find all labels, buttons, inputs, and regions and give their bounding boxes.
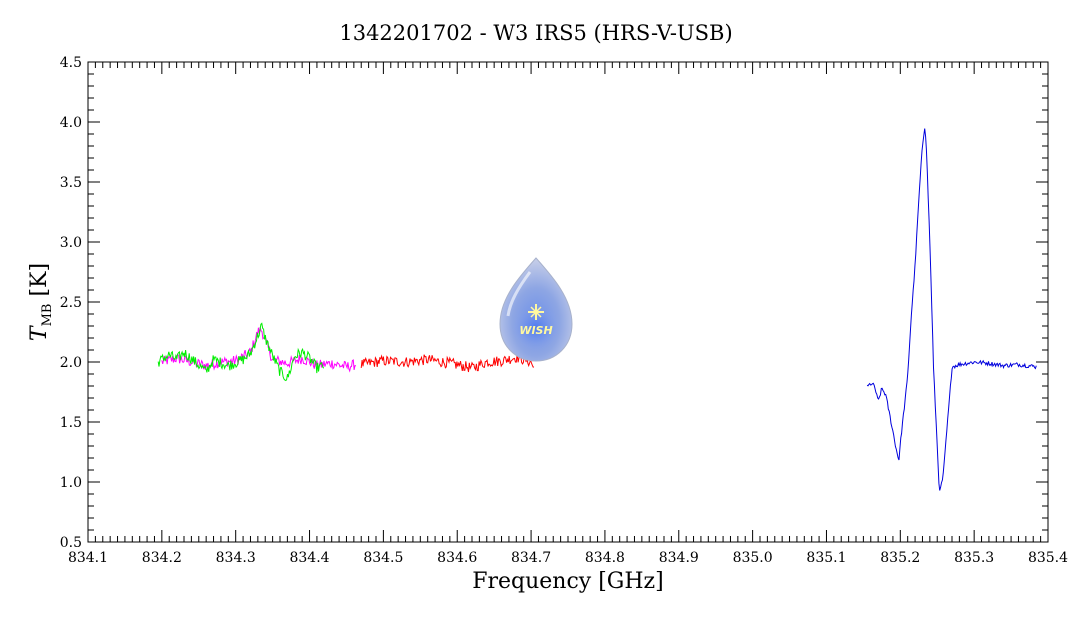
y-axis-label-sub: MB [40,304,55,327]
series-layer [157,128,1037,491]
y-tick-label: 2.0 [60,355,82,371]
series-line-3 [866,128,1037,491]
x-tick-label: 835.0 [733,550,773,566]
x-axis-label: Frequency [GHz] [472,569,664,594]
axis-ticks: 834.1 834.2 834.3 834.4 834.5 834.6 834.7 834.8… [60,55,1068,566]
series-line-1 [360,352,535,373]
x-tick-label: 834.6 [437,550,477,566]
x-tick-label: 834.1 [68,550,108,566]
star-icon [528,304,544,320]
x-tick-label: 834.2 [142,550,182,566]
x-tick-label: 834.9 [659,550,699,566]
plot-frame [87,61,1049,543]
wish-droplet-logo: WISH [499,257,573,362]
y-tick-label: 0.5 [60,535,82,551]
y-axis-label-unit: [K] [27,263,52,304]
series-line-0 [161,327,357,373]
y-axis-label-main: T [27,324,52,341]
x-tick-label: 835.3 [954,550,994,566]
x-tick-label: 835.4 [1028,550,1068,566]
x-tick-label: 835.1 [806,550,846,566]
chart-title: 1342201702 - W3 IRS5 (HRS-V-USB) [339,21,732,45]
droplet-glow [512,306,560,350]
x-tick-label: 835.2 [880,550,920,566]
y-tick-label: 3.5 [60,175,82,191]
x-tick-label: 834.4 [289,550,329,566]
y-tick-label: 4.5 [60,55,82,71]
series-line-2 [157,322,325,382]
y-axis-label: TMB [K] [27,263,55,341]
droplet-highlight [506,271,532,317]
logo-text: WISH [519,324,552,337]
x-tick-label: 834.7 [511,550,551,566]
y-tick-label: 2.5 [60,295,82,311]
y-tick-label: 4.0 [60,115,82,131]
x-tick-label: 834.3 [216,550,256,566]
y-tick-label: 1.5 [60,415,82,431]
y-tick-label: 1.0 [60,475,82,491]
x-tick-label: 834.8 [585,550,625,566]
x-tick-label: 834.5 [363,550,403,566]
y-tick-label: 3.0 [60,235,82,251]
